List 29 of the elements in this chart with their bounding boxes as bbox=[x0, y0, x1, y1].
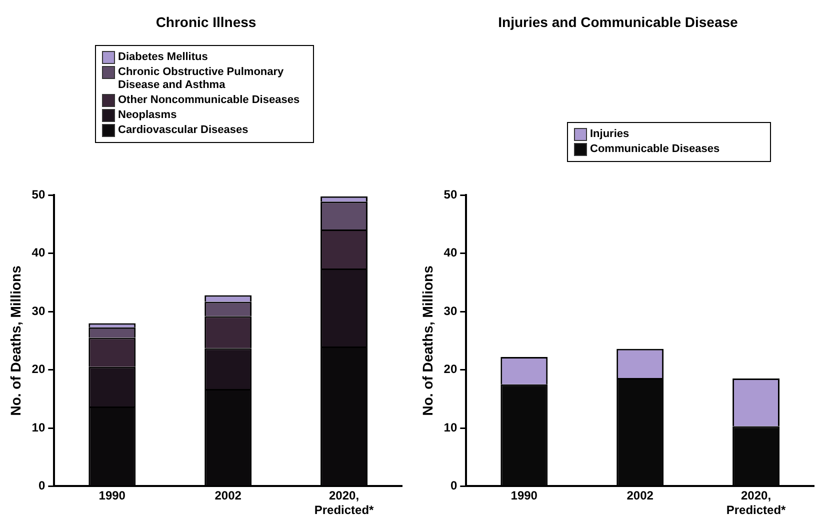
chart-title: Chronic Illness bbox=[154, 14, 258, 30]
x-tick-label: 1990 bbox=[98, 488, 126, 503]
y-tick-label: 30 bbox=[444, 304, 458, 318]
y-tick-label: 20 bbox=[444, 362, 458, 376]
legend-label: Chronic Obstructive Pulmonary Disease and Asthma bbox=[118, 66, 285, 92]
y-tick-label: 30 bbox=[32, 304, 46, 318]
chart-title: Injuries and Communicable Disease bbox=[497, 14, 739, 30]
y-tick-label: 50 bbox=[444, 188, 458, 202]
x-tick-label: 2002 bbox=[626, 488, 654, 503]
legend-label: Diabetes Mellitus bbox=[118, 51, 208, 64]
y-axis-title: No. of Deaths, Millions bbox=[419, 265, 436, 416]
x-tick-label: 2002 bbox=[214, 488, 242, 503]
x-tick-label: 1990 bbox=[510, 488, 538, 503]
y-tick-label: 10 bbox=[444, 420, 458, 434]
y-tick-label: 50 bbox=[32, 188, 46, 202]
y-tick-label: 0 bbox=[38, 478, 46, 493]
y-tick-label: 10 bbox=[32, 420, 46, 434]
y-tick-label: 40 bbox=[444, 246, 458, 260]
legend-label: Cardiovascular Diseases bbox=[118, 124, 248, 137]
x-tick-label: 2020, Predicted* bbox=[726, 488, 786, 518]
y-axis-title: No. of Deaths, Millions bbox=[7, 265, 24, 416]
y-tick-label: 20 bbox=[32, 362, 46, 376]
y-tick-label: 40 bbox=[32, 246, 46, 260]
y-tick-label: 0 bbox=[450, 478, 458, 493]
x-tick-label: 2020, Predicted* bbox=[314, 488, 374, 518]
legend-label: Neoplasms bbox=[118, 109, 177, 122]
legend-label: Injuries bbox=[590, 128, 630, 141]
legend-label: Communicable Diseases bbox=[590, 143, 720, 156]
legend-label: Other Noncommunicable Diseases bbox=[118, 94, 300, 107]
